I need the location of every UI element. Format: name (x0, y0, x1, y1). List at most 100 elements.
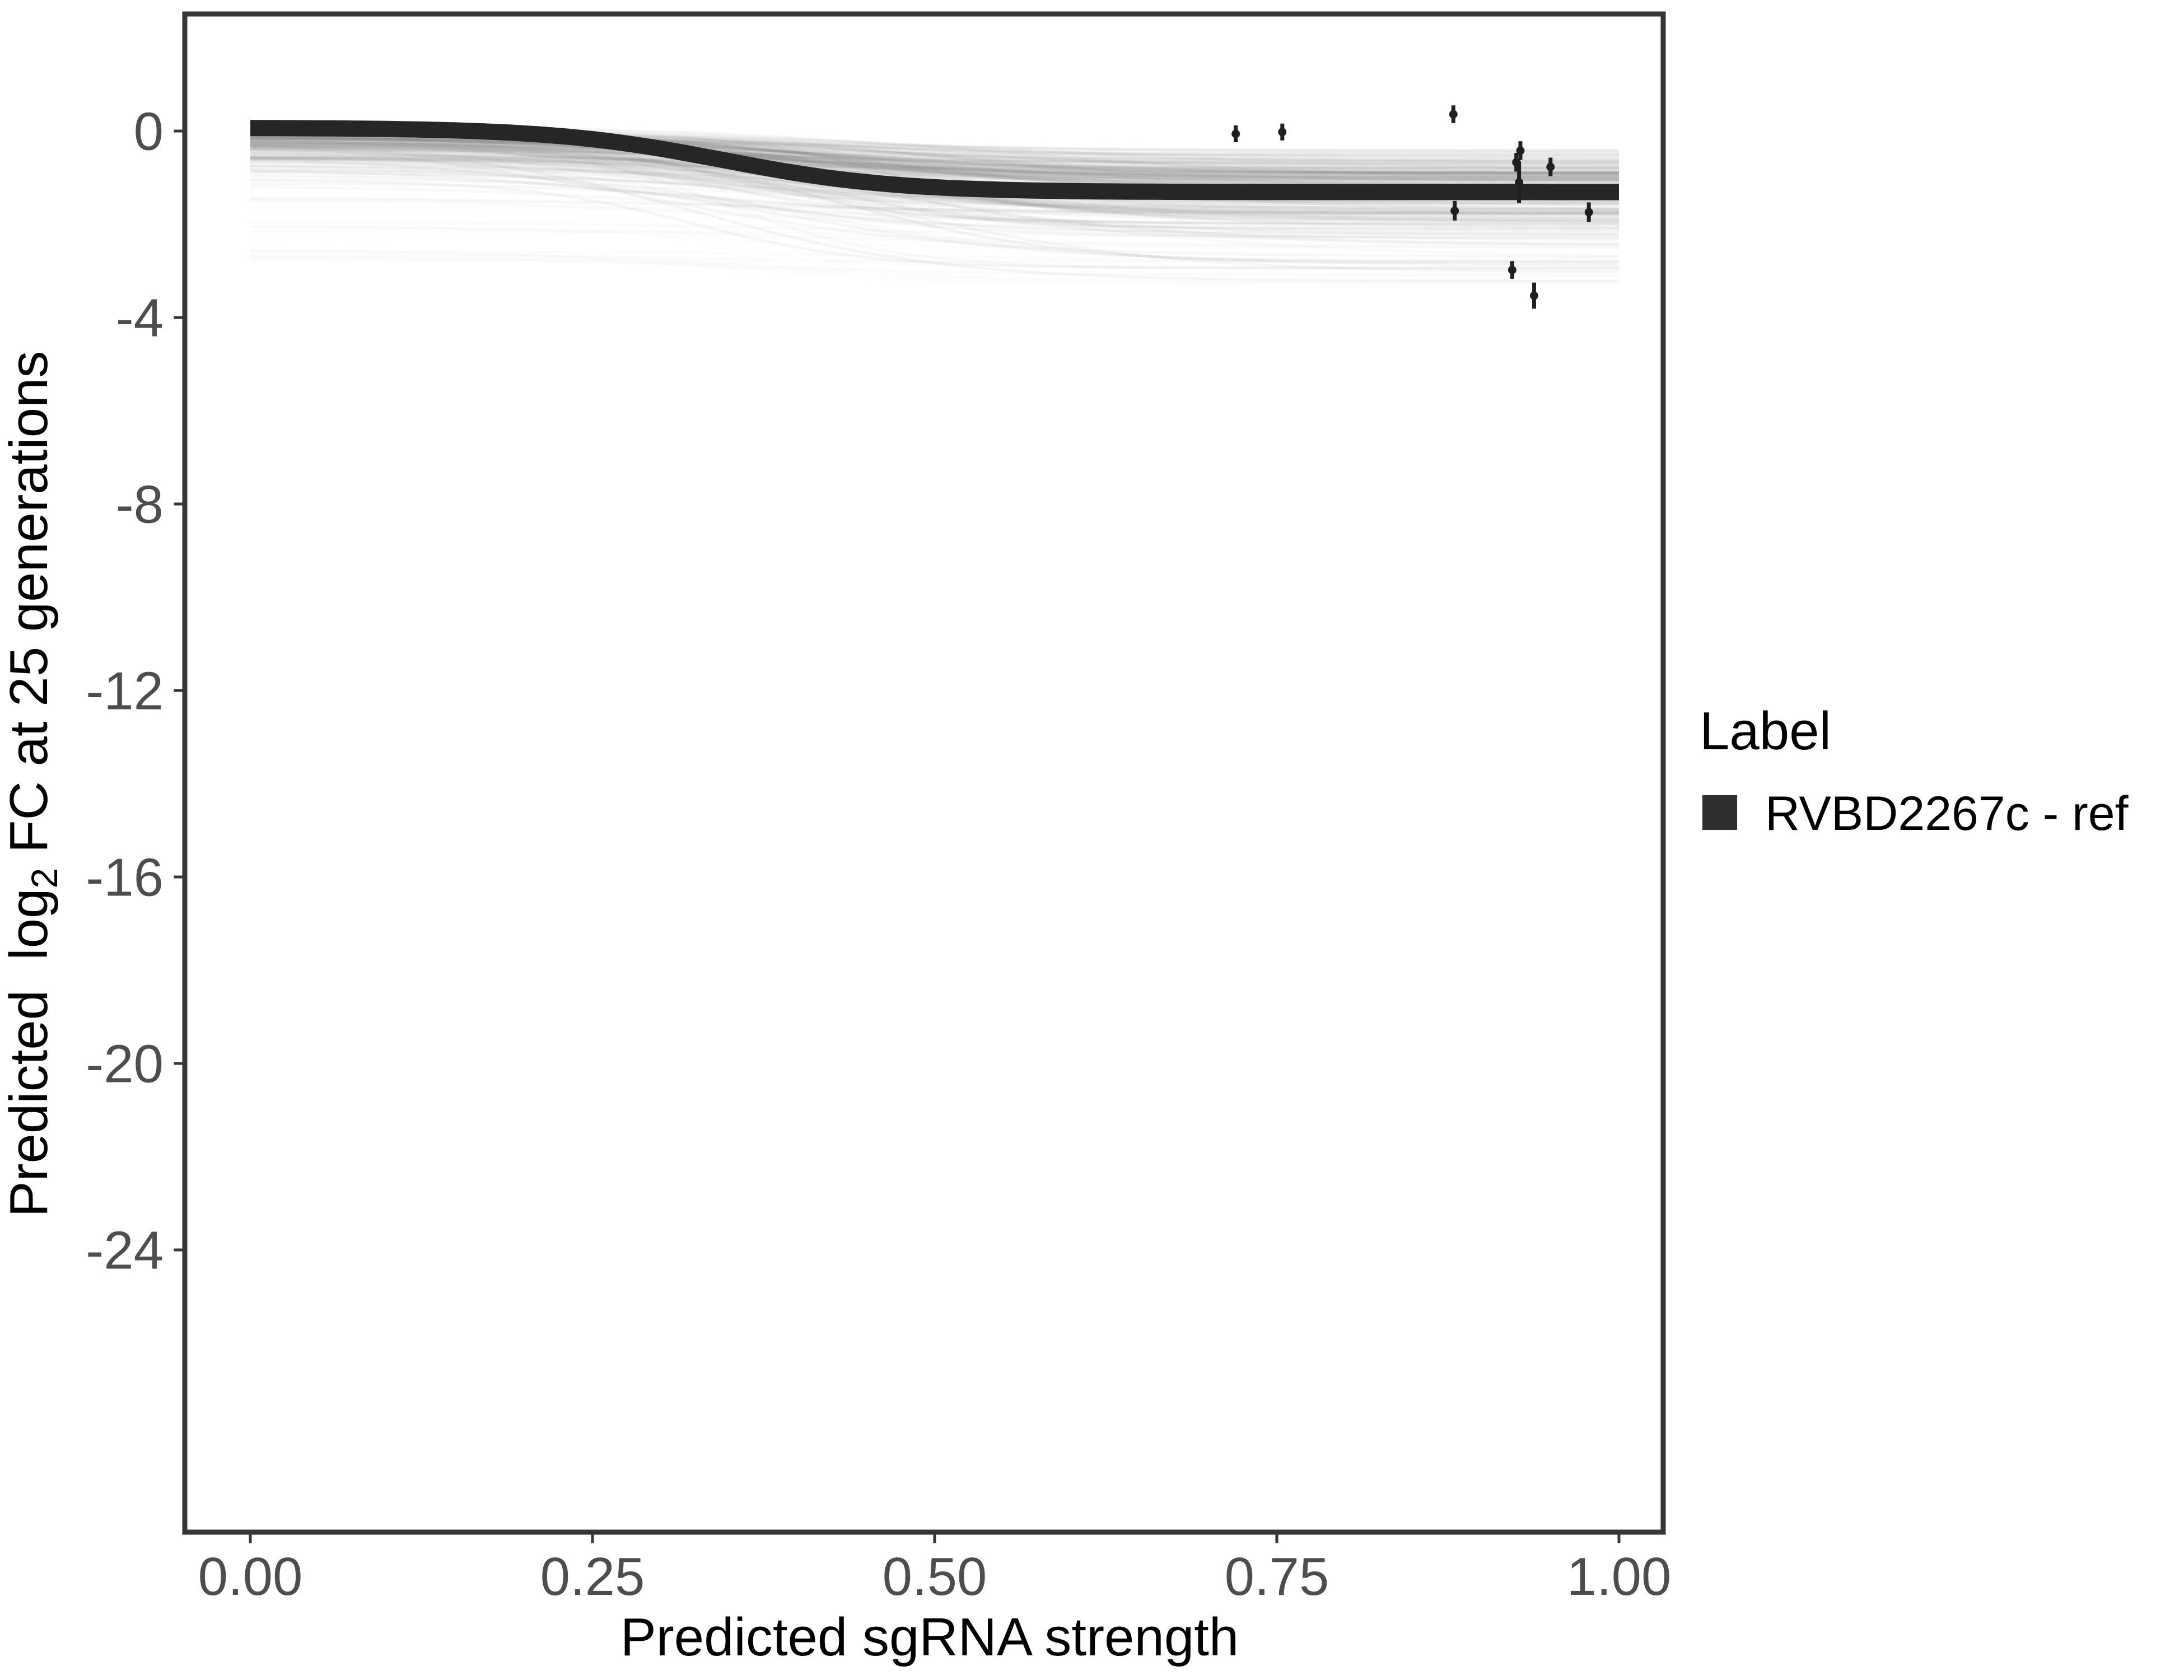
posterior-draw-line (250, 170, 1619, 214)
posterior-draw-line (250, 177, 1620, 222)
posterior-draw-line (250, 137, 1619, 170)
data-point (1515, 161, 1524, 203)
posterior-draw-line (250, 137, 1620, 176)
point-marker (1278, 128, 1287, 137)
posterior-draw-line (250, 139, 1619, 173)
posterior-draw-line (250, 144, 1619, 214)
data-point (1278, 123, 1287, 141)
y-axis-title-subscript: 2 (24, 868, 65, 889)
posterior-draw-line (250, 139, 1619, 169)
posterior-draw-line (250, 142, 1619, 181)
posterior-draw-line (250, 138, 1619, 170)
y-axis-title: Predicted log2 FC at 25 generations (0, 351, 65, 1217)
posterior-draw-line (250, 136, 1620, 247)
posterior-draw-line (250, 156, 1619, 181)
data-point (1231, 125, 1240, 142)
mean-fit-curve (250, 120, 1619, 200)
point-marker (1584, 208, 1593, 217)
posterior-draw-line (250, 134, 1619, 230)
legend-item-label: RVBD2267c - ref (1765, 787, 2129, 841)
data-point (1508, 261, 1516, 279)
y-axis: 0 -4 -8 -12 -16 -20 -24 (86, 102, 183, 1281)
data-point (1530, 282, 1538, 309)
posterior-draw-line (250, 143, 1619, 232)
y-axis-tick-label: -4 (116, 288, 164, 348)
posterior-draw-line (250, 155, 1619, 174)
posterior-draw-line (250, 143, 1619, 265)
point-marker (1546, 162, 1555, 171)
x-axis-tick-label: 0.00 (198, 1547, 303, 1607)
point-marker (1231, 129, 1240, 138)
posterior-draw-line (250, 160, 1619, 215)
y-axis-tick-label: -24 (86, 1221, 164, 1281)
posterior-draw-line (250, 148, 1619, 181)
posterior-draw-line (250, 143, 1619, 170)
posterior-draw-line (250, 136, 1619, 181)
posterior-draw-line (250, 157, 1619, 183)
posterior-draw-line (250, 197, 1619, 215)
posterior-draw-line (250, 157, 1620, 273)
y-axis-tick-label: -16 (86, 848, 164, 908)
posterior-draw-line (250, 140, 1619, 166)
posterior-draw-line (250, 146, 1620, 183)
posterior-draw-line (250, 151, 1619, 216)
posterior-draw-line (250, 134, 1619, 178)
posterior-draw-line (250, 156, 1619, 181)
point-marker (1516, 146, 1525, 155)
data-points-group (1231, 105, 1593, 309)
posterior-draw-line (250, 143, 1619, 175)
data-point (1546, 157, 1555, 176)
posterior-draw-line (250, 136, 1620, 187)
posterior-draw-line (250, 179, 1619, 269)
y-axis-tick-label: -12 (86, 661, 164, 721)
posterior-draw-line (250, 146, 1620, 176)
posterior-draw-line (250, 148, 1620, 174)
mean-fit-curve-group (250, 120, 1619, 200)
posterior-draw-line (250, 136, 1619, 184)
point-marker (1530, 291, 1538, 300)
posterior-draw-line (250, 141, 1619, 155)
y-axis-title-prefix: Predicted log (0, 888, 59, 1217)
posterior-draw-line (250, 141, 1619, 177)
posterior-draw-line (250, 174, 1619, 263)
x-axis-tick-label: 0.50 (883, 1547, 987, 1607)
posterior-draw-line (250, 185, 1619, 225)
x-axis-tick-label: 0.25 (540, 1547, 645, 1607)
posterior-draw-line (250, 164, 1619, 209)
posterior-draw-line (250, 134, 1619, 216)
posterior-draw-line (250, 141, 1619, 176)
posterior-draw-line (250, 145, 1619, 181)
point-marker (1450, 206, 1459, 215)
legend-item: RVBD2267c - ref (1702, 787, 2129, 841)
posterior-draw-line (250, 134, 1619, 206)
legend-title: Label (1700, 701, 1831, 761)
posterior-draw-line (250, 141, 1620, 176)
posterior-draw-line (250, 160, 1620, 219)
posterior-draw-line (250, 137, 1619, 180)
y-axis-tick-label: -8 (116, 475, 164, 535)
posterior-draw-line (250, 148, 1620, 245)
x-axis-title: Predicted sgRNA strength (620, 1607, 1239, 1667)
posterior-draw-line (250, 167, 1619, 225)
posterior-draw-line (250, 158, 1619, 235)
legend: Label RVBD2267c - ref (1700, 701, 2129, 841)
posterior-draw-line (250, 133, 1619, 207)
y-axis-tick-label: 0 (134, 102, 164, 162)
posterior-draw-line (250, 143, 1620, 259)
posterior-draw-line (250, 137, 1619, 179)
posterior-draw-line (250, 142, 1619, 209)
point-marker (1515, 178, 1524, 187)
posterior-draw-line (250, 141, 1619, 186)
point-marker (1508, 265, 1516, 274)
posterior-draw-line (250, 136, 1619, 175)
posterior-draw-line (250, 157, 1619, 213)
data-point (1449, 105, 1458, 123)
y-axis-title-suffix: FC at 25 generations (0, 351, 59, 868)
point-marker (1449, 110, 1458, 119)
legend-key-square (1702, 795, 1737, 830)
posterior-draw-line (250, 141, 1620, 179)
posterior-draw-line (250, 151, 1620, 268)
y-axis-tick-label: -20 (86, 1034, 164, 1094)
